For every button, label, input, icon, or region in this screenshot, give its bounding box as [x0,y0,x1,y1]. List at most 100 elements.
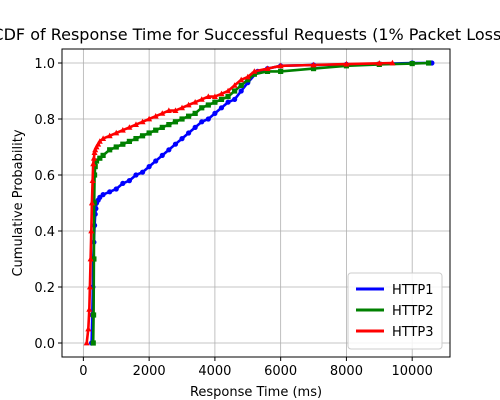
data-point-http1 [225,99,231,105]
data-point-http3 [238,76,245,83]
data-point-http3 [85,325,92,332]
x-tick-label: 4000 [198,364,231,379]
data-point-http2 [159,124,165,130]
data-point-http2 [146,130,152,136]
y-tick-label: 0.4 [34,225,55,240]
data-point-http2 [90,312,97,318]
y-tick-label: 0.2 [34,281,55,296]
data-point-http1 [238,88,244,94]
data-point-http1 [172,141,179,147]
data-point-http3 [100,135,107,141]
data-point-http3 [83,339,90,346]
data-point-http3 [251,68,258,74]
data-point-http3 [225,87,232,94]
data-point-http3 [211,93,218,99]
series-layer [83,59,435,346]
data-point-http2 [205,102,211,108]
legend-label-http3: HTTP3 [392,325,434,340]
data-point-http3 [90,160,97,167]
data-point-http3 [218,90,225,97]
data-point-http1 [166,147,172,153]
x-tick-label: 2000 [133,364,166,379]
data-point-http1 [179,136,185,142]
data-point-http2 [166,122,172,128]
data-point-http3 [106,132,113,139]
data-point-http1 [212,110,218,116]
data-point-http1 [120,180,126,186]
data-point-http2 [133,136,139,142]
data-point-http2 [93,158,100,164]
data-point-http3 [376,60,383,66]
x-tick-label: 0 [79,364,87,379]
data-point-http2 [192,110,198,116]
data-point-http2 [199,105,205,111]
data-point-http2 [100,152,106,158]
data-point-http3 [90,155,97,161]
data-point-http2 [91,200,97,206]
legend-label-http2: HTTP2 [392,304,434,319]
data-point-http1 [159,152,165,158]
data-point-http1 [146,164,152,170]
legend: HTTP1 HTTP2 HTTP3 [347,272,443,350]
data-point-http2 [107,147,113,153]
data-point-http3 [86,283,93,290]
data-point-http3 [277,62,284,69]
data-point-http3 [86,306,93,312]
data-point-http3 [96,138,103,144]
legend-label-http1: HTTP1 [392,283,434,298]
data-point-http2 [139,133,146,139]
data-point-http3 [88,199,95,206]
y-axis-label: Cumulative Probability [11,129,26,276]
x-axis-label: Response Time (ms) [190,385,322,400]
data-point-http2 [92,164,98,170]
data-point-http3 [205,93,212,99]
data-point-http2 [245,77,251,83]
data-point-http3 [87,255,94,262]
data-point-http2 [126,138,133,144]
x-tick-label: 6000 [264,364,297,379]
data-point-http2 [97,155,103,161]
data-point-http2 [310,66,317,72]
data-point-http2 [426,60,432,66]
data-point-http3 [264,65,271,71]
data-point-http1 [107,189,113,195]
data-point-http1 [153,158,159,164]
data-point-http1 [100,192,106,198]
y-tick-label: 0.8 [34,113,55,128]
data-point-http2 [278,68,284,74]
data-point-http1 [205,116,211,122]
data-point-http2 [225,94,231,100]
data-point-http2 [232,88,238,94]
data-point-http2 [91,172,98,178]
data-point-http3 [152,113,159,119]
data-point-http3 [132,121,139,127]
data-point-http3 [185,101,192,108]
data-point-http3 [146,115,153,122]
data-point-http3 [244,73,251,80]
data-point-http3 [231,82,238,88]
data-point-http2 [264,68,271,74]
data-point-http1 [185,130,192,136]
data-point-http2 [90,340,96,346]
x-tick-label: 8000 [330,364,363,379]
x-tick-label: 10000 [392,364,433,379]
data-point-http3 [113,129,120,136]
series-http3 [83,59,396,346]
data-point-http1 [218,105,225,111]
data-point-http2 [153,127,159,133]
data-point-http1 [232,96,238,102]
data-point-http3 [159,110,166,116]
data-point-http3 [139,118,146,125]
data-point-http3 [88,227,95,234]
data-point-http3 [89,177,96,183]
chart-title: CDF of Response Time for Successful Requ… [0,25,500,44]
data-point-http2 [409,60,415,67]
data-point-http1 [133,172,139,178]
data-point-http2 [218,96,225,102]
data-point-http2 [172,119,179,125]
data-point-http3 [389,59,396,66]
data-point-http2 [212,99,218,105]
data-point-http1 [113,186,119,192]
y-tick-label: 0.0 [34,337,55,352]
